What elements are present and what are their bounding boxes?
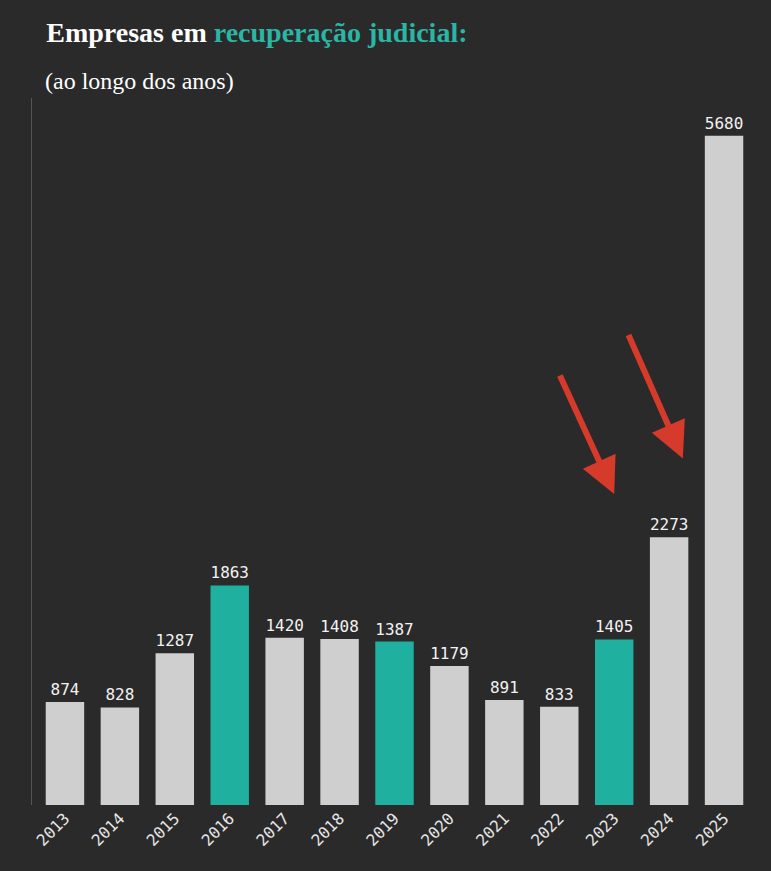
svg-text:2020: 2020 xyxy=(417,809,458,850)
svg-text:1420: 1420 xyxy=(265,616,303,635)
svg-text:828: 828 xyxy=(105,685,134,704)
svg-text:2023: 2023 xyxy=(582,809,623,850)
svg-text:2013: 2013 xyxy=(33,809,74,850)
svg-text:2019: 2019 xyxy=(362,809,403,850)
svg-text:2015: 2015 xyxy=(143,809,184,850)
svg-text:1387: 1387 xyxy=(375,620,413,639)
svg-text:2022: 2022 xyxy=(527,809,568,850)
svg-text:2016: 2016 xyxy=(198,809,239,850)
svg-text:Empresas em recuperação judici: Empresas em recuperação judicial: xyxy=(46,17,467,48)
svg-text:5680: 5680 xyxy=(705,114,743,133)
svg-text:2018: 2018 xyxy=(307,809,348,850)
svg-text:2024: 2024 xyxy=(637,809,678,850)
svg-text:891: 891 xyxy=(490,678,519,697)
svg-text:(ao longo dos anos): (ao longo dos anos) xyxy=(45,68,234,94)
svg-text:2025: 2025 xyxy=(692,809,733,850)
svg-text:2273: 2273 xyxy=(650,515,688,534)
svg-text:874: 874 xyxy=(51,680,80,699)
svg-text:2017: 2017 xyxy=(252,809,293,850)
svg-text:1405: 1405 xyxy=(595,617,633,636)
svg-text:1863: 1863 xyxy=(211,563,249,582)
svg-text:1179: 1179 xyxy=(430,644,468,663)
svg-text:1287: 1287 xyxy=(156,631,194,650)
svg-text:1408: 1408 xyxy=(320,617,358,636)
svg-text:833: 833 xyxy=(545,685,574,704)
svg-text:2021: 2021 xyxy=(472,809,513,850)
svg-text:2014: 2014 xyxy=(88,809,129,850)
